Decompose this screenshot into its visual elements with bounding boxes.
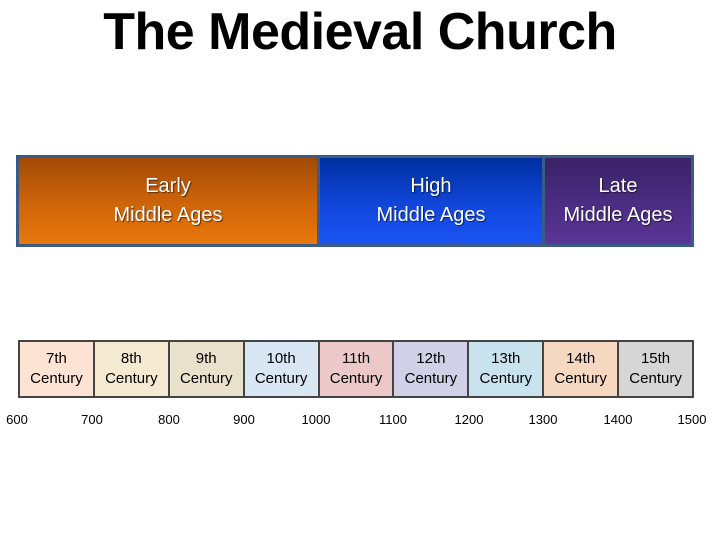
era-late-middle-ages: Late Middle Ages (545, 158, 691, 244)
year-tick: 700 (81, 412, 103, 427)
year-tick: 1300 (528, 412, 558, 427)
century-7th: 7th Century (20, 342, 93, 396)
year-tick: 900 (233, 412, 255, 427)
year-tick: 1100 (379, 412, 407, 427)
year-axis: 600 700 800 900 1000 1100 1200 1300 1400… (0, 412, 720, 432)
eras-bar: Early Middle Ages High Middle Ages Late … (16, 155, 694, 247)
century-11th: 11th Century (319, 342, 393, 396)
year-tick: 600 (6, 412, 28, 427)
era-early-middle-ages: Early Middle Ages (19, 158, 317, 244)
century-13th: 13th Century (469, 342, 543, 396)
century-14th: 14th Century (544, 342, 618, 396)
era-high-middle-ages: High Middle Ages (320, 158, 542, 244)
year-tick: 800 (158, 412, 180, 427)
century-15th: 15th Century (619, 342, 693, 396)
century-10th: 10th Century (244, 342, 318, 396)
year-tick: 1000 (301, 412, 331, 427)
year-tick: 1500 (677, 412, 707, 427)
century-12th: 12th Century (394, 342, 468, 396)
year-tick: 1400 (603, 412, 633, 427)
year-tick: 1200 (454, 412, 484, 427)
centuries-bar: 7th Century 8th Century 9th Century 10th… (18, 340, 694, 398)
century-9th: 9th Century (169, 342, 243, 396)
page-title: The Medieval Church (103, 3, 617, 61)
century-8th: 8th Century (94, 342, 168, 396)
